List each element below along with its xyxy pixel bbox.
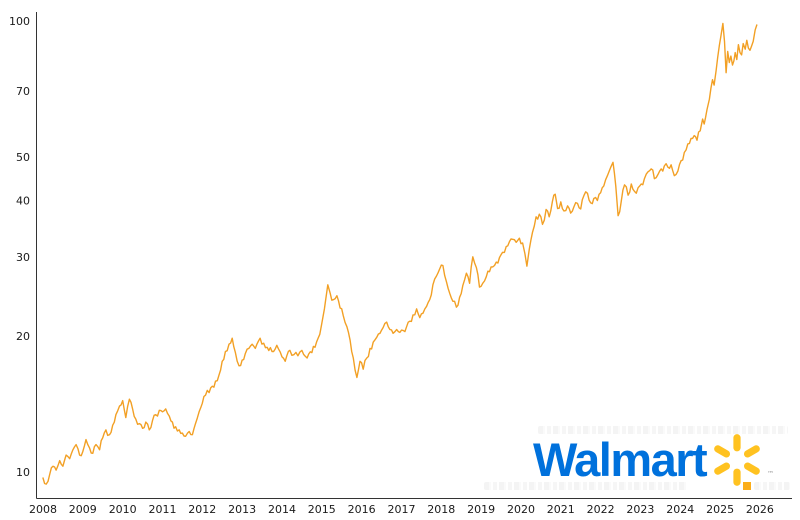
x-tick-label: 2026 [746, 503, 774, 516]
x-tick-label: 2011 [149, 503, 177, 516]
x-tick-label: 2014 [268, 503, 296, 516]
x-tick-label: 2022 [587, 503, 615, 516]
price-line-series [42, 22, 758, 485]
x-tick-label: 2024 [666, 503, 694, 516]
x-tick-label: 2025 [706, 503, 734, 516]
y-tick-label: 20 [16, 330, 30, 343]
x-tick-label: 2023 [626, 503, 654, 516]
x-tick-label: 2015 [308, 503, 336, 516]
x-tick-label: 2012 [188, 503, 216, 516]
y-axis-tick-labels: 10 20 30 40 50 70 100 [9, 15, 30, 479]
x-tick-label: 2018 [427, 503, 455, 516]
spark-ray [743, 445, 760, 458]
spark-ray [733, 434, 741, 452]
x-tick-label: 2020 [507, 503, 535, 516]
walmart-spark-icon [714, 434, 760, 486]
spark-ray [743, 462, 760, 475]
watermark-text-line-bottom-left [484, 482, 688, 490]
x-tick-label: 2016 [348, 503, 376, 516]
x-tick-label: 2019 [467, 503, 495, 516]
x-tick-label: 2017 [388, 503, 416, 516]
x-axis-tick-labels: 2008 2009 2010 2011 2012 2013 2014 2015 2016 2017… [29, 503, 774, 516]
x-tick-label: 2010 [109, 503, 137, 516]
spark-ray [714, 445, 731, 458]
y-tick-label: 40 [16, 195, 30, 208]
trademark-symbol: ™ [767, 470, 774, 478]
spark-ray [733, 468, 741, 486]
y-tick-label: 50 [16, 151, 30, 164]
y-tick-label: 10 [16, 466, 30, 479]
x-tick-label: 2009 [69, 503, 97, 516]
x-tick-label: 2021 [547, 503, 575, 516]
watermark-text-line-bottom-right [754, 482, 790, 490]
y-tick-label: 70 [16, 85, 30, 98]
spark-ray [714, 462, 731, 475]
walmart-logo: Walmart ™ [531, 434, 793, 494]
walmart-wordmark: Walmart [533, 433, 708, 486]
watermark-text-line-top [538, 426, 788, 434]
y-tick-label: 30 [16, 251, 30, 264]
watermark-legend-swatch [743, 482, 751, 490]
y-tick-label: 100 [9, 15, 30, 28]
x-tick-label: 2013 [228, 503, 256, 516]
x-tick-label: 2008 [29, 503, 57, 516]
